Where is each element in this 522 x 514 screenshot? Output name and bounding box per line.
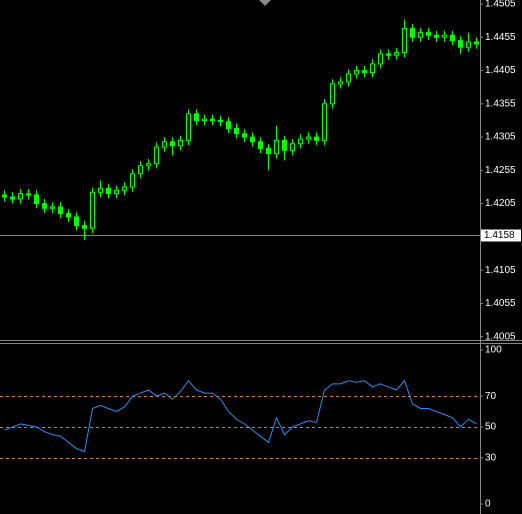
candle-body (58, 206, 63, 215)
candle-body (386, 53, 391, 56)
candle-body (34, 194, 39, 205)
price-label: 1.4158 (484, 230, 515, 241)
candle-body (90, 191, 95, 229)
candle-body (186, 113, 191, 141)
y-tick-label: 30 (485, 452, 497, 463)
candle-body (474, 41, 479, 45)
candle-body (466, 41, 471, 48)
candle-body (210, 118, 215, 121)
y-tick-label: 70 (485, 391, 497, 402)
y-tick-label: 1.4305 (485, 132, 516, 143)
candle-body (42, 203, 47, 209)
candle-body (178, 139, 183, 147)
candle-body (322, 103, 327, 141)
candle-body (50, 206, 55, 209)
y-tick-label: 1.4355 (485, 98, 516, 109)
candle-body (98, 187, 103, 193)
y-tick-label: 1.4055 (485, 298, 516, 309)
candle-body (194, 113, 199, 121)
candle-body (450, 34, 455, 42)
y-tick-label: 1.4205 (485, 198, 516, 209)
y-tick-label: 50 (485, 422, 497, 433)
candle-body (130, 173, 135, 188)
candle-body (298, 138, 303, 145)
candle-body (370, 63, 375, 74)
candle-body (138, 165, 143, 175)
y-tick-label: 1.4005 (485, 331, 516, 342)
candle-body (274, 139, 279, 155)
shift-marker (259, 0, 271, 6)
candle-body (10, 196, 15, 200)
candle-body (74, 216, 79, 227)
y-tick-label: 1.4455 (485, 32, 516, 43)
candle-body (202, 118, 207, 121)
candle-body (394, 52, 399, 56)
candle-body (362, 70, 367, 74)
candle-body (146, 163, 151, 167)
candle-body (234, 127, 239, 135)
candle-body (290, 143, 295, 151)
candle-body (18, 193, 23, 200)
candle-body (122, 186, 127, 191)
candle-body (242, 133, 247, 138)
y-tick-label: 1.4105 (485, 265, 516, 276)
candle-body (458, 40, 463, 48)
price-label-box (481, 229, 521, 242)
candle-body (378, 53, 383, 65)
candle-body (426, 32, 431, 36)
candle-body (266, 147, 271, 155)
y-tick-label: 1.4405 (485, 65, 516, 76)
candle-body (346, 73, 351, 83)
candle-body (66, 213, 71, 218)
candle-body (330, 83, 335, 105)
candle-body (442, 34, 447, 38)
candle-body (114, 189, 119, 195)
candle-body (354, 70, 359, 75)
y-tick-label: 1.4505 (485, 0, 516, 10)
candle-body (402, 28, 407, 54)
candle-body (258, 141, 263, 149)
y-tick-label: 100 (485, 345, 502, 356)
candle-body (106, 187, 111, 195)
candle-body (282, 139, 287, 151)
candle-body (26, 193, 31, 196)
candle-body (418, 32, 423, 38)
candle-body (154, 146, 159, 165)
candle-body (2, 194, 7, 198)
candle-body (226, 121, 231, 129)
candle-body (218, 119, 223, 123)
candle-body (338, 81, 343, 85)
y-tick-label: 0 (485, 499, 491, 510)
candle-body (250, 136, 255, 143)
candle-body (82, 225, 87, 229)
candle-body (306, 136, 311, 140)
candle-body (434, 34, 439, 38)
indicator-line (4, 379, 477, 453)
candle-body (162, 141, 167, 148)
candle-body (170, 141, 175, 147)
y-tick-label: 1.4255 (485, 165, 516, 176)
candle-body (410, 28, 415, 38)
candle-body (314, 136, 319, 141)
